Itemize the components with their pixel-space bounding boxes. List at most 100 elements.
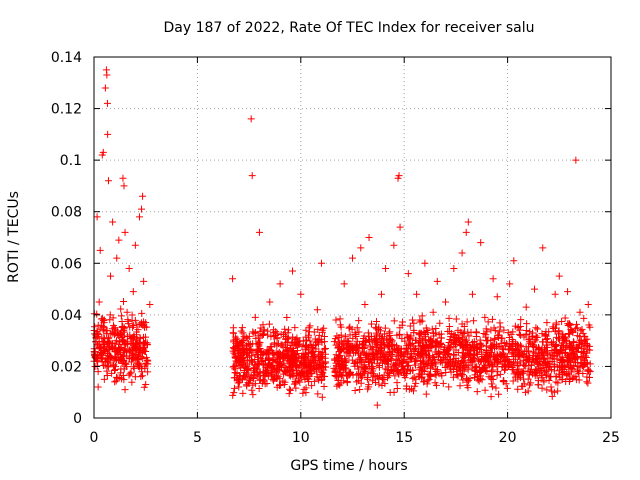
data-point [137, 365, 145, 373]
data-point [314, 340, 322, 348]
data-point [368, 320, 376, 328]
data-point [289, 369, 297, 377]
data-point [269, 357, 277, 365]
data-point [312, 365, 320, 373]
data-point [436, 319, 444, 327]
data-point [534, 381, 542, 389]
data-point [117, 312, 125, 320]
data-point [304, 378, 312, 386]
data-point [243, 335, 251, 343]
data-point [559, 342, 567, 350]
data-point [131, 241, 139, 249]
data-point [521, 380, 529, 388]
data-point [235, 345, 243, 353]
data-point [361, 365, 369, 373]
data-point [235, 378, 243, 386]
data-point [103, 71, 111, 79]
data-point [563, 371, 571, 379]
data-point [343, 344, 351, 352]
data-point [243, 344, 251, 352]
data-point [140, 277, 148, 285]
data-point [234, 338, 242, 346]
data-point [424, 329, 432, 337]
data-point [93, 327, 101, 335]
data-point [575, 340, 583, 348]
data-point [234, 379, 242, 387]
data-point [251, 368, 259, 376]
data-point [269, 375, 277, 383]
data-point [395, 172, 403, 180]
data-point [302, 333, 310, 341]
data-point [301, 354, 309, 362]
data-point [517, 343, 525, 351]
data-point [128, 378, 136, 386]
data-point [573, 344, 581, 352]
data-point [437, 340, 445, 348]
data-point [382, 264, 390, 272]
data-point [290, 380, 298, 388]
data-point [100, 334, 108, 342]
data-point [104, 177, 112, 185]
data-point [251, 313, 259, 321]
data-point [103, 367, 111, 375]
data-point [136, 335, 144, 343]
data-point [272, 357, 280, 365]
data-point [522, 327, 530, 335]
data-point [375, 347, 383, 355]
data-point [306, 357, 314, 365]
data-point [103, 372, 111, 380]
data-point [100, 316, 108, 324]
data-point [105, 339, 113, 347]
data-point [566, 376, 574, 384]
data-point [584, 379, 592, 387]
data-point [107, 272, 115, 280]
data-point [254, 346, 262, 354]
data-point [410, 348, 418, 356]
data-point [123, 363, 131, 371]
data-point [492, 384, 500, 392]
data-point [312, 356, 320, 364]
data-point [408, 352, 416, 360]
data-point [320, 382, 328, 390]
data-point [471, 373, 479, 381]
data-point [236, 372, 244, 380]
data-point [398, 359, 406, 367]
data-point [526, 339, 534, 347]
data-point [391, 361, 399, 369]
data-point [280, 380, 288, 388]
x-tick-label: 20 [499, 430, 517, 446]
data-point [245, 360, 253, 368]
data-point [369, 355, 377, 363]
data-point [384, 348, 392, 356]
data-point [423, 360, 431, 368]
data-point [522, 303, 530, 311]
data-point [554, 363, 562, 371]
data-point [250, 329, 258, 337]
data-point [139, 192, 147, 200]
data-point [239, 336, 247, 344]
data-point [517, 316, 525, 324]
data-point [264, 331, 272, 339]
data-point [469, 354, 477, 362]
data-point [488, 368, 496, 376]
data-point [446, 362, 454, 370]
data-point [281, 368, 289, 376]
data-point [91, 353, 99, 361]
data-point [249, 391, 257, 399]
data-point [96, 246, 104, 254]
data-point [332, 373, 340, 381]
data-point [250, 374, 258, 382]
data-point [581, 357, 589, 365]
data-point [482, 331, 490, 339]
data-point [289, 267, 297, 275]
data-point [429, 308, 437, 316]
data-point [330, 338, 338, 346]
data-point [514, 324, 522, 332]
data-point [550, 388, 558, 396]
data-point [247, 115, 255, 123]
data-point [108, 369, 116, 377]
data-point [113, 254, 121, 262]
data-point [299, 364, 307, 372]
data-point [267, 333, 275, 341]
data-point [457, 364, 465, 372]
